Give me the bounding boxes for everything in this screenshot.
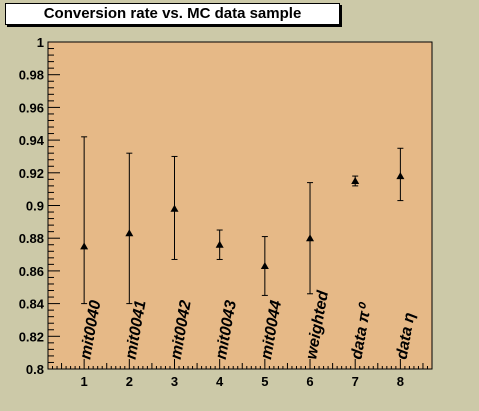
data-point bbox=[351, 175, 360, 187]
y-tick-label: 0.8 bbox=[26, 362, 44, 377]
x-tick-label: 8 bbox=[397, 374, 404, 389]
triangle-marker bbox=[170, 204, 179, 212]
chart-title-box: Conversion rate vs. MC data sample bbox=[5, 3, 340, 25]
y-tick-label: 1 bbox=[37, 35, 44, 50]
triangle-marker bbox=[260, 261, 269, 269]
triangle-marker bbox=[351, 176, 360, 184]
y-tick-label: 0.82 bbox=[19, 329, 44, 344]
x-tick-label: 3 bbox=[171, 374, 178, 389]
triangle-marker bbox=[80, 242, 89, 250]
data-point bbox=[215, 229, 224, 260]
x-tick-label: 4 bbox=[216, 374, 224, 389]
data-point bbox=[170, 155, 179, 260]
triangle-marker bbox=[215, 240, 224, 248]
triangle-marker bbox=[306, 234, 315, 242]
triangle-marker bbox=[396, 172, 405, 180]
y-axis: 0.8 0.82 0.84 0.86 0.88 0.9 0.92 0.94 0.96 0.98 1 bbox=[19, 35, 60, 377]
y-tick-label: 0.94 bbox=[19, 133, 45, 148]
triangle-marker bbox=[125, 229, 134, 237]
x-tick-label: 5 bbox=[261, 374, 268, 389]
x-axis: 1 2 3 4 5 6 7 8 bbox=[47, 359, 433, 389]
y-tick-label: 0.96 bbox=[19, 100, 44, 115]
chart-title: Conversion rate vs. MC data sample bbox=[43, 5, 302, 22]
data-point bbox=[125, 152, 134, 305]
y-tick-label: 0.86 bbox=[19, 264, 44, 279]
y-tick-label: 0.98 bbox=[19, 68, 44, 83]
data-points bbox=[80, 136, 405, 305]
x-tick-label: 2 bbox=[126, 374, 133, 389]
x-tick-label: 1 bbox=[81, 374, 88, 389]
y-tick-label: 0.92 bbox=[19, 166, 44, 181]
y-tick-label: 0.9 bbox=[26, 199, 44, 214]
data-point bbox=[260, 236, 269, 296]
plot-area bbox=[47, 41, 433, 370]
data-point bbox=[80, 136, 89, 305]
y-tick-label: 0.84 bbox=[19, 297, 45, 312]
x-tick-label: 6 bbox=[306, 374, 313, 389]
data-point bbox=[396, 147, 405, 202]
data-point bbox=[306, 182, 315, 295]
x-tick-label: 7 bbox=[352, 374, 359, 389]
y-tick-label: 0.88 bbox=[19, 231, 44, 246]
